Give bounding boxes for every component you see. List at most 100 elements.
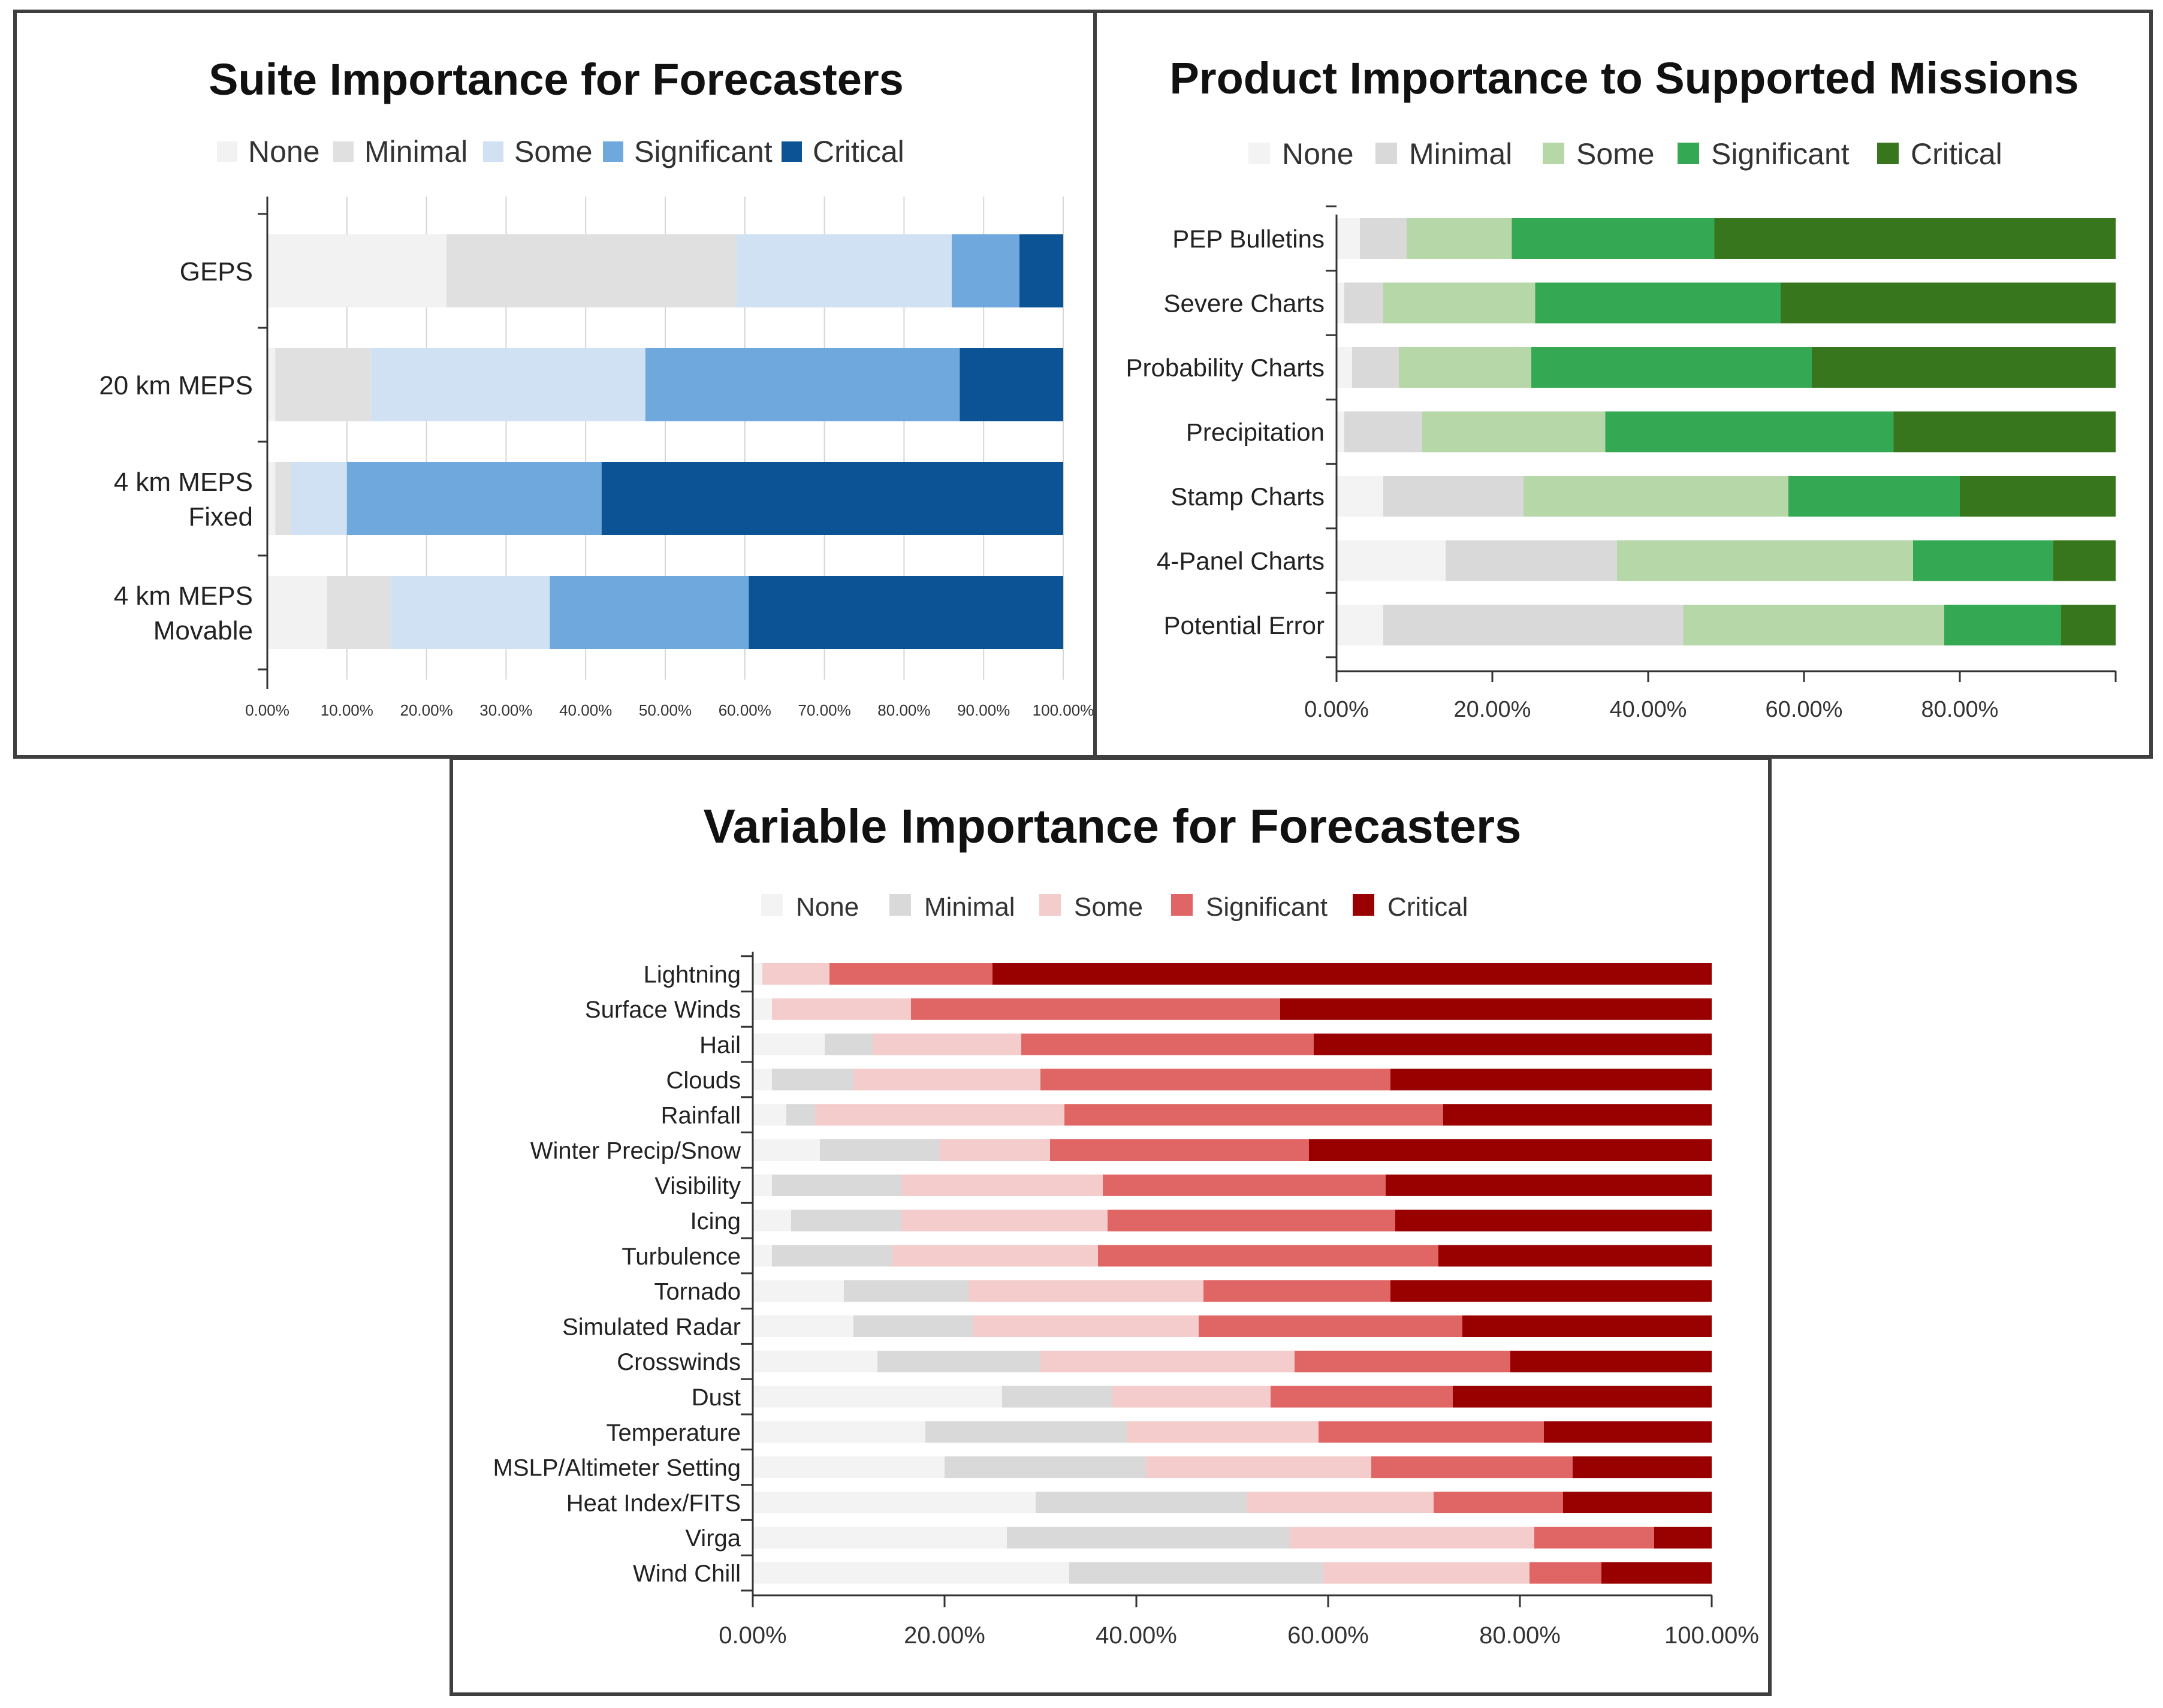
bar-crosswinds-significant [1295,1350,1510,1372]
bar-probability-charts-none [1337,347,1352,388]
bar-virga-critical [1654,1526,1712,1549]
bar-heat-index-fits-critical [1563,1492,1712,1513]
x-tick-label: 0.00% [719,1622,786,1649]
legend-label-none: None [1282,137,1354,171]
bar-turbulence-significant [1098,1245,1438,1267]
bar-rainfall-critical [1443,1104,1712,1126]
bar-probability-charts-critical [1812,347,2116,388]
bar-visibility-critical [1386,1174,1712,1196]
bar-severe-charts-none [1337,282,1344,324]
x-tick-label: 40.00% [1096,1622,1177,1649]
bar-hail-minimal [825,1033,873,1055]
bar-turbulence-critical [1438,1245,1712,1267]
category-label: Hail [699,1032,741,1058]
category-label: Fixed [188,502,253,532]
variable-importance-chart: Variable Importance for Forecasters None M… [493,799,1759,1649]
category-label: Stamp Charts [1171,482,1325,511]
bar-geps-none [267,234,447,307]
bar-clouds-critical [1390,1069,1712,1091]
x-tick-label: 60.00% [719,701,771,719]
legend-label-some: Some [1074,892,1143,922]
bar-lightning-none [753,963,762,985]
bar-wind-chill-critical [1601,1562,1712,1584]
category-label: Potential Error [1164,611,1325,639]
bar-stamp-charts-some [1524,476,1788,517]
bar-dust-some [1112,1386,1271,1408]
bar-winter-precip-snow-none [753,1139,820,1161]
x-tick-label: 60.00% [1287,1622,1369,1649]
bar-hail-critical [1314,1033,1712,1055]
bar-precipitation-some [1422,411,1606,452]
bar-pep-bulletins-significant [1512,218,1715,259]
bar-virga-some [1290,1526,1534,1549]
bar-geps-critical [1019,234,1063,307]
legend-label-critical: Critical [1387,892,1468,922]
bar-geps-significant [952,234,1019,307]
bar-rainfall-significant [1064,1104,1443,1126]
legend-swatch-none [1248,143,1270,164]
x-tick-label: 10.00% [321,701,373,719]
bar-pep-bulletins-none [1337,218,1360,259]
category-label: Heat Index/FITS [566,1490,741,1516]
bar-winter-precip-snow-significant [1050,1139,1309,1161]
bar-rainfall-none [753,1104,786,1126]
bar-dust-minimal [1002,1386,1112,1408]
bar-turbulence-some [892,1245,1098,1267]
bar-geps-minimal [446,234,737,307]
x-tick-label: 90.00% [957,701,1010,719]
bar-heat-index-fits-some [1247,1492,1434,1513]
bar-potential-error-none [1337,605,1383,645]
category-label: 4 km MEPS [114,467,253,497]
category-label: 20 km MEPS [99,371,253,400]
bar-hail-some [873,1033,1021,1055]
bar-icing-significant [1108,1209,1395,1232]
bar-precipitation-minimal [1344,411,1422,452]
x-tick-label: 60.00% [1766,697,1843,722]
legend-swatch-minimal [333,141,354,162]
bar-heat-index-fits-minimal [1036,1492,1247,1513]
legend-swatch-some [1039,894,1061,916]
bar-potential-error-significant [1944,605,2061,645]
x-tick-label: 20.00% [1454,697,1531,722]
bar-tornado-some [969,1280,1203,1302]
category-label: Lightning [644,961,741,988]
bar-potential-error-minimal [1383,605,1684,645]
bar-lightning-critical [992,963,1712,985]
x-tick-label: 50.00% [639,701,692,719]
bar-20-km-meps-none [267,348,276,421]
legend-label-minimal: Minimal [364,135,467,168]
legend-swatch-minimal [889,894,911,916]
category-label: Turbulence [622,1244,741,1270]
bar-lightning-some [762,963,829,985]
bar-crosswinds-minimal [877,1350,1040,1372]
x-tick-label: 30.00% [479,701,532,719]
x-tick-label: 20.00% [904,1622,985,1649]
bar-clouds-some [853,1069,1040,1091]
bar-pep-bulletins-minimal [1360,218,1407,259]
legend-swatch-none [761,894,783,916]
bar-4-km-meps-movable-minimal [327,576,391,649]
bar-temperature-critical [1544,1421,1712,1443]
legend-swatch-significant [603,141,623,162]
bar-winter-precip-snow-critical [1309,1139,1712,1161]
bar-heat-index-fits-none [753,1492,1036,1513]
bar-severe-charts-significant [1535,282,1781,324]
bar-icing-some [901,1209,1108,1232]
category-label: Visibility [654,1173,741,1199]
legend-label-minimal: Minimal [1409,137,1512,171]
bar-tornado-none [753,1280,844,1302]
x-tick-label: 80.00% [877,701,930,719]
bar-potential-error-some [1683,605,1944,645]
category-label: Temperature [606,1420,741,1446]
product-importance-chart-panel: Product Importance to Supported Missions… [1093,10,2153,759]
category-label: Tornado [654,1279,741,1305]
bar-temperature-some [1127,1421,1319,1443]
legend-swatch-some [483,141,503,162]
bar-crosswinds-some [1040,1350,1295,1372]
bar-tornado-significant [1203,1280,1390,1302]
bar-mslp-altimeter-setting-some [1146,1456,1371,1478]
category-label: Clouds [666,1067,741,1094]
bar-simulated-radar-some [973,1315,1199,1337]
x-tick-label: 0.00% [1304,697,1369,722]
bar-4-km-meps-movable-critical [749,576,1063,649]
